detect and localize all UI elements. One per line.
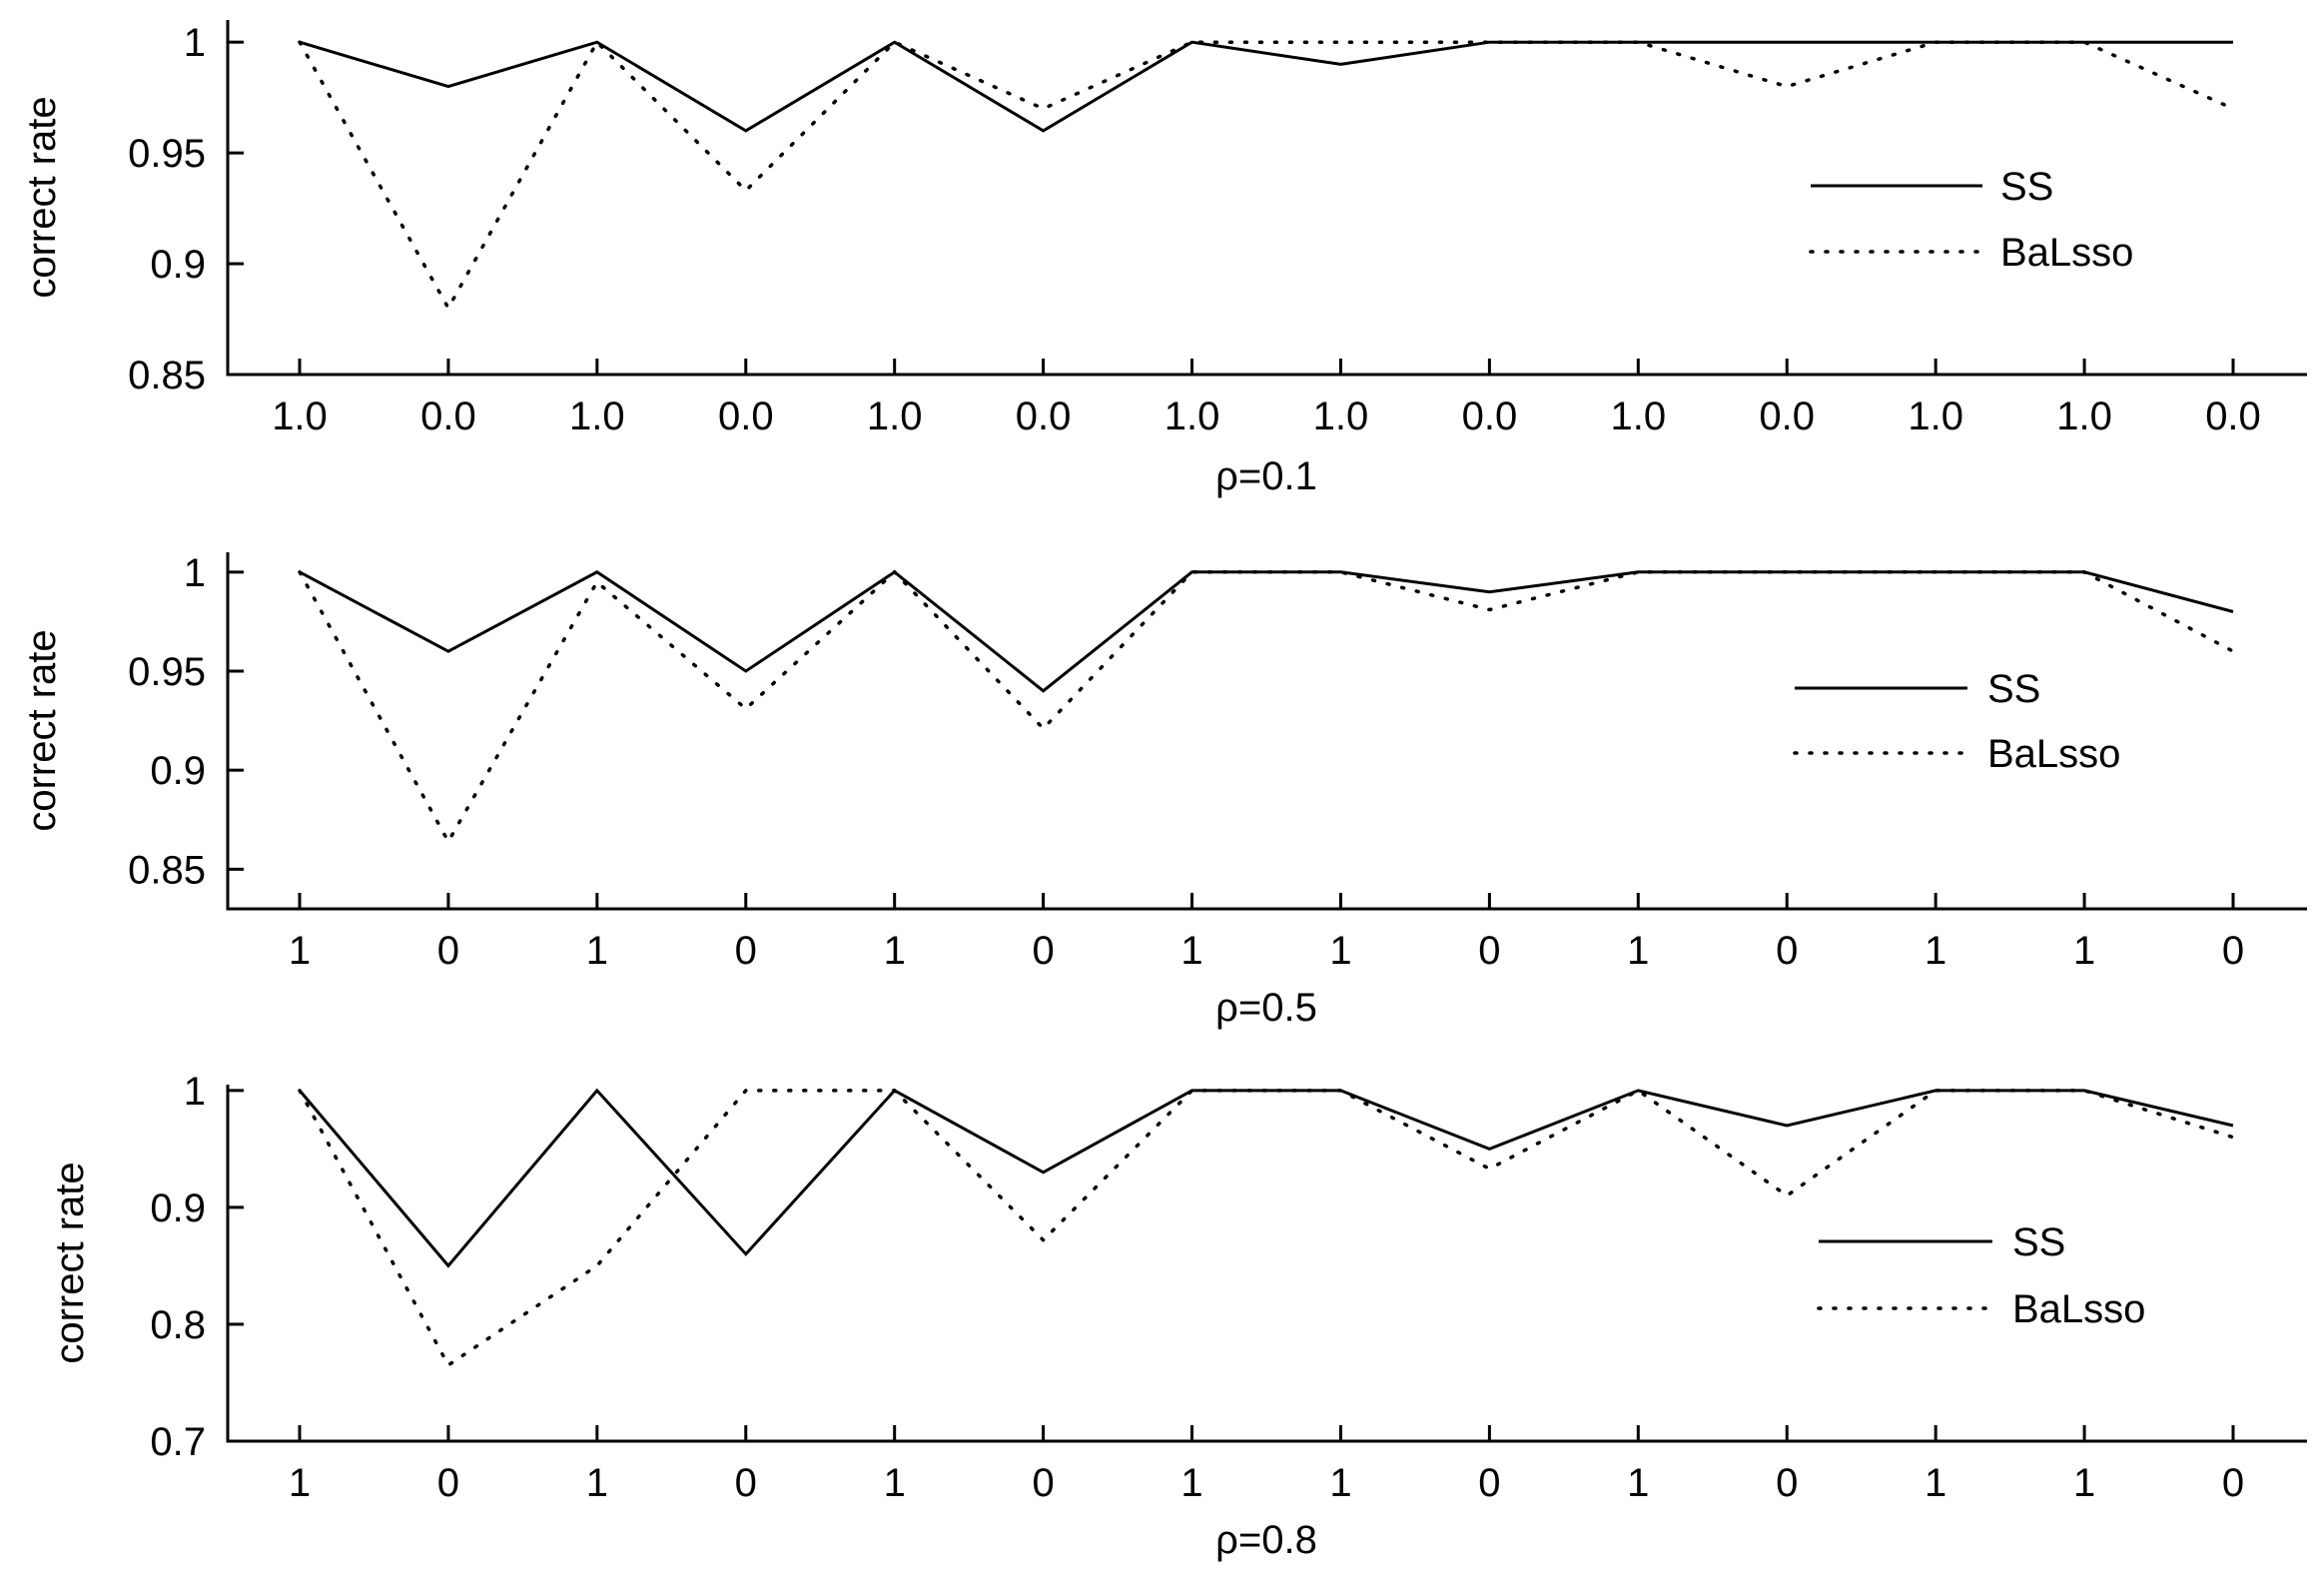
- legend-label-balsso: BaLsso: [1987, 732, 2120, 776]
- x-tick-label: 0: [437, 1461, 459, 1505]
- series-line-ss: [299, 569, 2234, 693]
- x-tick-label: 1: [1925, 929, 1946, 973]
- x-axis-label: ρ=0.5: [1215, 986, 1317, 1030]
- x-axis-label: ρ=0.1: [1215, 454, 1317, 498]
- x-tick-label: 0: [2222, 929, 2244, 973]
- x-tick-label: 1.0: [867, 394, 923, 438]
- y-axis-label: correct rate: [20, 629, 64, 831]
- x-tick-label: 0: [1776, 929, 1798, 973]
- x-tick-label: 0.0: [718, 394, 774, 438]
- y-axis-label: correct rate: [48, 1162, 92, 1363]
- legend-label-ss: SS: [1987, 667, 2040, 711]
- y-tick-label: 1: [184, 21, 206, 65]
- x-tick-label: 0: [1032, 929, 1054, 973]
- x-axis-label: ρ=0.8: [1215, 1518, 1317, 1562]
- series-line-ss: [299, 40, 2233, 133]
- series-line-ss: [298, 1088, 2234, 1268]
- x-tick-label: 1: [1180, 1461, 1202, 1505]
- legend-label-ss: SS: [2012, 1220, 2065, 1264]
- x-tick-label: 1.0: [1611, 394, 1667, 438]
- x-tick-label: 1: [1627, 929, 1649, 973]
- x-tick-label: 1: [586, 929, 608, 973]
- x-tick-label: 0.0: [2205, 394, 2261, 438]
- chart-panel-3: 0.7 0.8 0.9 1 1 0 1 0 1 0 1 1 0 1 0 1 1 0 ρ=0.8 correct rat…: [48, 1070, 2307, 1562]
- chart-panel-1: 0.85 0.9 0.95 1 1.0 0.0 1.0 0.0 1.0 0.0 1.0 1.0 0.0 1…: [20, 20, 2307, 498]
- x-tick-label: 1.0: [1313, 394, 1369, 438]
- x-tick-label: 1: [1627, 1461, 1649, 1505]
- y-tick-label: 1: [184, 1070, 206, 1114]
- series-line-balsso: [298, 1088, 2235, 1368]
- x-tick-label: 0.0: [420, 394, 476, 438]
- x-tick-label: 1: [1180, 929, 1202, 973]
- x-tick-label: 1: [884, 1461, 906, 1505]
- y-tick-label: 0.85: [128, 848, 206, 892]
- x-tick-label: 1.0: [1908, 394, 1963, 438]
- legend: SS BaLsso: [1809, 165, 2133, 275]
- axis-frame: [226, 552, 2307, 911]
- x-tick-label: 1: [1329, 1461, 1351, 1505]
- y-tick-label: 0.7: [150, 1420, 206, 1464]
- x-tick-label: 0: [1776, 1461, 1798, 1505]
- y-tick-label: 0.85: [128, 354, 206, 397]
- axis-frame: [226, 1085, 2307, 1443]
- x-tick-label: 1: [289, 1461, 311, 1505]
- y-tick-label: 0.9: [150, 243, 206, 287]
- x-tick-label: 1.0: [1164, 394, 1220, 438]
- x-tick-label: 1: [1925, 1461, 1946, 1505]
- x-tick-label: 0: [437, 929, 459, 973]
- x-tick-label: 0: [735, 929, 757, 973]
- series-line-balsso: [298, 569, 2235, 846]
- x-tick-label: 1: [2073, 929, 2095, 973]
- y-tick-label: 0.95: [128, 132, 206, 176]
- x-tick-label: 0.0: [1016, 394, 1072, 438]
- x-tick-label: 1: [884, 929, 906, 973]
- x-tick-label: 0: [2222, 1461, 2244, 1505]
- x-tick-label: 1: [2073, 1461, 2095, 1505]
- y-tick-label: 0.8: [150, 1303, 206, 1347]
- x-tick-label: 0.0: [1759, 394, 1815, 438]
- y-tick-label: 0.9: [150, 749, 206, 793]
- x-tick-label: 1.0: [272, 394, 328, 438]
- x-tick-label: 1.0: [569, 394, 625, 438]
- x-tick-label: 1.0: [2056, 394, 2112, 438]
- y-tick-label: 1: [184, 551, 206, 595]
- y-tick-label: 0.9: [150, 1186, 206, 1230]
- legend-label-balsso: BaLsso: [2012, 1287, 2145, 1331]
- legend: SS BaLsso: [1793, 667, 2120, 776]
- chart-panel-2: 0.85 0.9 0.95 1 1 0 1 0 1 0 1 1 0 1 0 1 1 0 ρ=0.5 correct r…: [20, 551, 2307, 1030]
- x-tick-label: 1: [586, 1461, 608, 1505]
- series-line-balsso: [298, 39, 2235, 312]
- x-tick-label: 0: [1032, 1461, 1054, 1505]
- x-tick-label: 0.0: [1462, 394, 1518, 438]
- y-axis-label: correct rate: [20, 96, 64, 298]
- legend-label-balsso: BaLsso: [2000, 231, 2133, 275]
- y-tick-label: 0.95: [128, 650, 206, 694]
- axis-frame: [226, 20, 2307, 377]
- x-tick-label: 0: [735, 1461, 757, 1505]
- x-tick-label: 0: [1478, 929, 1500, 973]
- x-tick-label: 0: [1478, 1461, 1500, 1505]
- legend-label-ss: SS: [2000, 165, 2053, 209]
- x-tick-label: 1: [289, 929, 311, 973]
- legend: SS BaLsso: [1817, 1220, 2145, 1331]
- x-tick-label: 1: [1329, 929, 1351, 973]
